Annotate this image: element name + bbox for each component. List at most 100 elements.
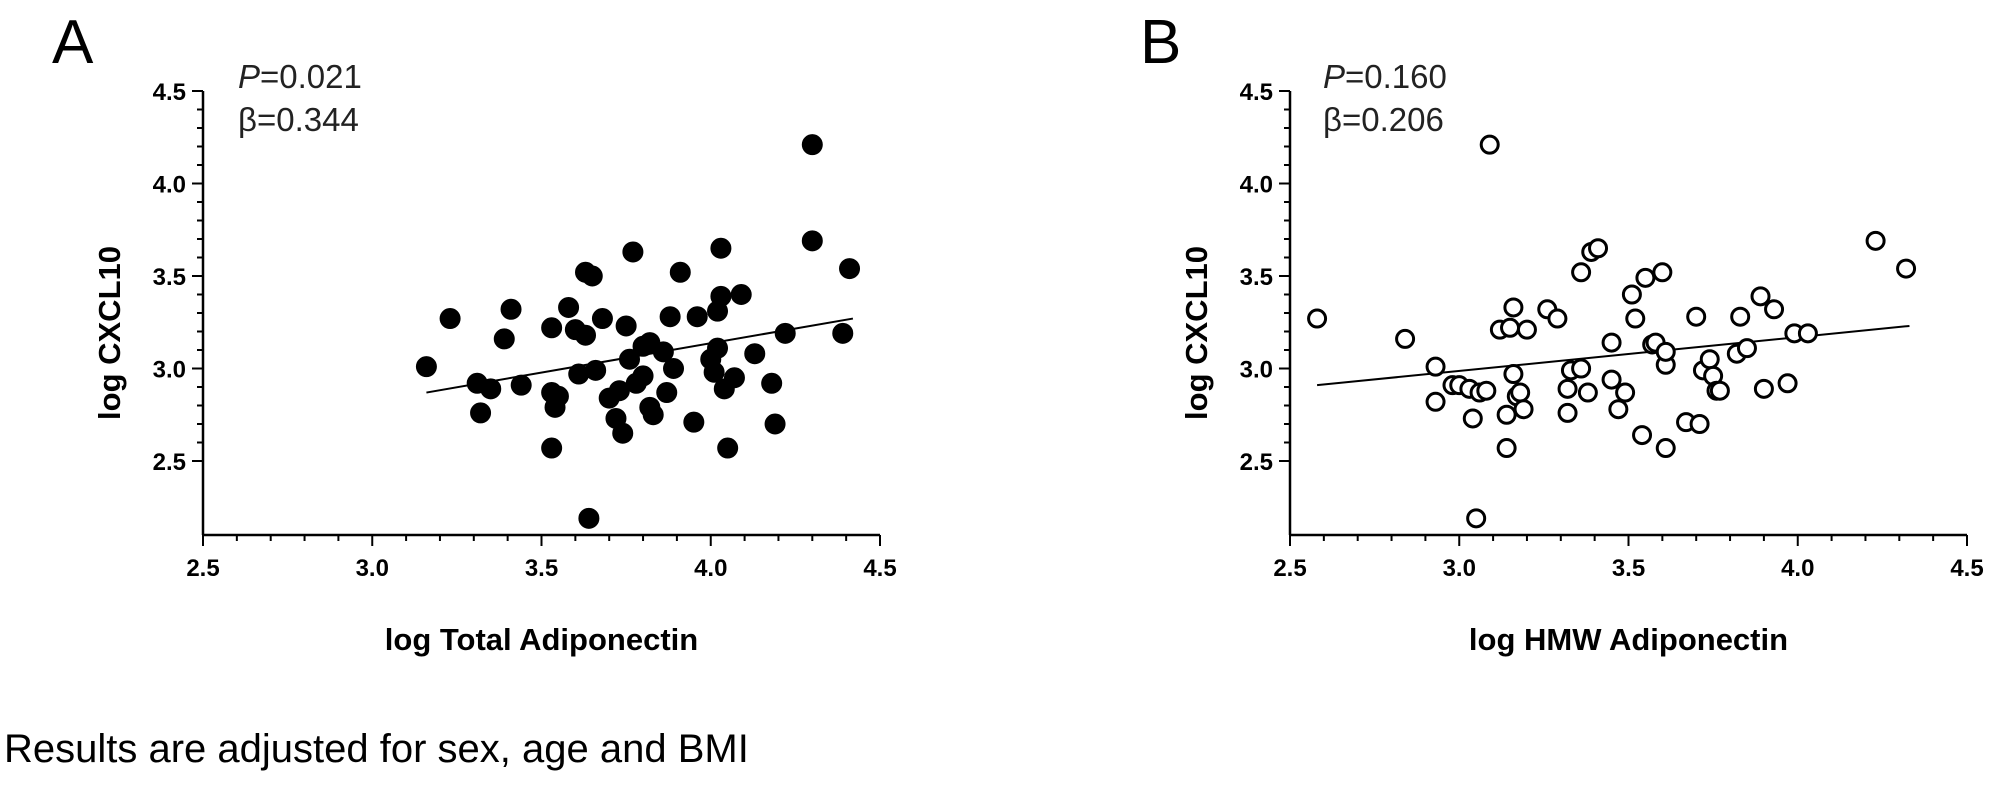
x-tick-label: 4.5 — [863, 555, 896, 582]
data-point — [1753, 378, 1774, 399]
y-tick-label: 3.0 — [153, 357, 186, 384]
data-point — [1516, 319, 1537, 340]
data-point — [1686, 306, 1707, 327]
data-point — [1736, 338, 1757, 359]
panel-label: B — [1140, 8, 1181, 77]
y-tick-label: 3.5 — [1240, 264, 1273, 291]
data-point — [703, 361, 725, 383]
data-point — [669, 261, 691, 283]
x-axis-title: log Total Adiponectin — [385, 622, 698, 657]
data-point — [558, 296, 580, 318]
stat-p: P=0.021 — [238, 58, 362, 95]
stat-p-value: =0.160 — [1345, 58, 1447, 95]
x-tick-label: 4.0 — [694, 555, 727, 582]
x-tick-label: 4.5 — [1950, 555, 1983, 582]
data-point — [541, 437, 563, 459]
data-point — [1577, 382, 1598, 403]
x-tick-label: 2.5 — [1273, 555, 1306, 582]
data-point — [1395, 328, 1416, 349]
panel-label: A — [52, 8, 94, 77]
data-point — [1655, 438, 1676, 459]
data-point — [659, 306, 681, 328]
y-tick-label: 4.0 — [1240, 172, 1273, 199]
data-point — [1655, 341, 1676, 362]
data-point — [730, 284, 752, 305]
data-point — [1557, 402, 1578, 423]
stat-p-letter: P — [238, 58, 260, 95]
y-tick-label: 2.5 — [1240, 449, 1273, 476]
y-axis-title: log CXCL10 — [92, 246, 127, 420]
data-point — [547, 385, 569, 407]
data-point — [1764, 299, 1785, 320]
data-point — [717, 437, 739, 459]
x-tick-label: 3.0 — [356, 555, 389, 582]
data-point — [1500, 317, 1521, 338]
data-point — [1601, 332, 1622, 353]
panel-a: A P=0.021 β=0.344 2.5 3.0 3.5 4.0 4.5 2.5 3.0 3.5 4… — [52, 8, 897, 657]
data-point — [1621, 284, 1642, 305]
data-point — [1797, 323, 1818, 344]
data-point — [1689, 414, 1710, 434]
data-point — [439, 308, 461, 330]
y-tick-label: 4.5 — [153, 79, 186, 106]
data-point — [656, 382, 678, 404]
data-point — [510, 374, 532, 396]
data-point — [774, 322, 796, 344]
data-point — [1476, 380, 1497, 401]
y-tick-label: 2.5 — [153, 449, 186, 476]
data-point — [1632, 425, 1653, 446]
data-point — [632, 365, 654, 387]
x-tick-label: 3.0 — [1443, 555, 1476, 582]
data-point — [1503, 297, 1524, 318]
data-point — [575, 324, 597, 346]
data-point — [1425, 356, 1446, 377]
stat-beta: β=0.344 — [238, 101, 359, 138]
data-point — [1709, 380, 1730, 401]
data-point — [1307, 308, 1328, 329]
data-point — [541, 317, 563, 339]
data-point — [1503, 364, 1524, 385]
data-point — [1425, 391, 1446, 412]
data-point — [1608, 399, 1629, 420]
data-point — [1896, 258, 1917, 279]
data-point — [801, 134, 823, 156]
data-point — [1496, 404, 1517, 425]
data-point — [1462, 408, 1483, 429]
data-point — [710, 237, 732, 259]
data-point — [1557, 378, 1578, 399]
data-point — [581, 265, 603, 287]
data-point — [415, 356, 437, 378]
y-tick-label: 3.0 — [1240, 357, 1273, 384]
data-point — [619, 348, 641, 370]
x-tick-label: 3.5 — [1612, 555, 1645, 582]
data-point — [832, 322, 854, 344]
data-point — [1730, 306, 1751, 327]
data-point — [493, 328, 515, 350]
data-point — [839, 258, 861, 280]
data-point — [1615, 382, 1636, 403]
data-point — [615, 315, 637, 337]
data-point — [1496, 438, 1517, 459]
data-point — [1625, 308, 1646, 329]
stat-p-letter: P — [1323, 58, 1345, 95]
data-point — [744, 343, 766, 365]
data-point — [707, 337, 729, 359]
y-axis-title: log CXCL10 — [1179, 246, 1214, 420]
data-point — [1588, 238, 1609, 259]
y-tick-label: 4.5 — [1240, 79, 1273, 106]
stat-p: P=0.160 — [1323, 58, 1447, 95]
footnote: Results are adjusted for sex, age and BM… — [4, 727, 749, 771]
panel-b: B P=0.160 β=0.206 2.5 3.0 3.5 4.0 4.5 2.5 3.0 3.5 4… — [1140, 8, 1984, 657]
data-point — [1510, 382, 1531, 403]
y-tick-label: 3.5 — [153, 264, 186, 291]
stat-beta: β=0.206 — [1323, 101, 1444, 138]
data-point — [652, 341, 674, 363]
x-tick-label: 3.5 — [525, 555, 558, 582]
data-point — [710, 285, 732, 307]
data-point — [663, 358, 685, 379]
data-point — [1777, 373, 1798, 394]
data-point — [1699, 349, 1720, 370]
y-tick-label: 4.0 — [153, 172, 186, 199]
data-point — [1750, 286, 1771, 307]
